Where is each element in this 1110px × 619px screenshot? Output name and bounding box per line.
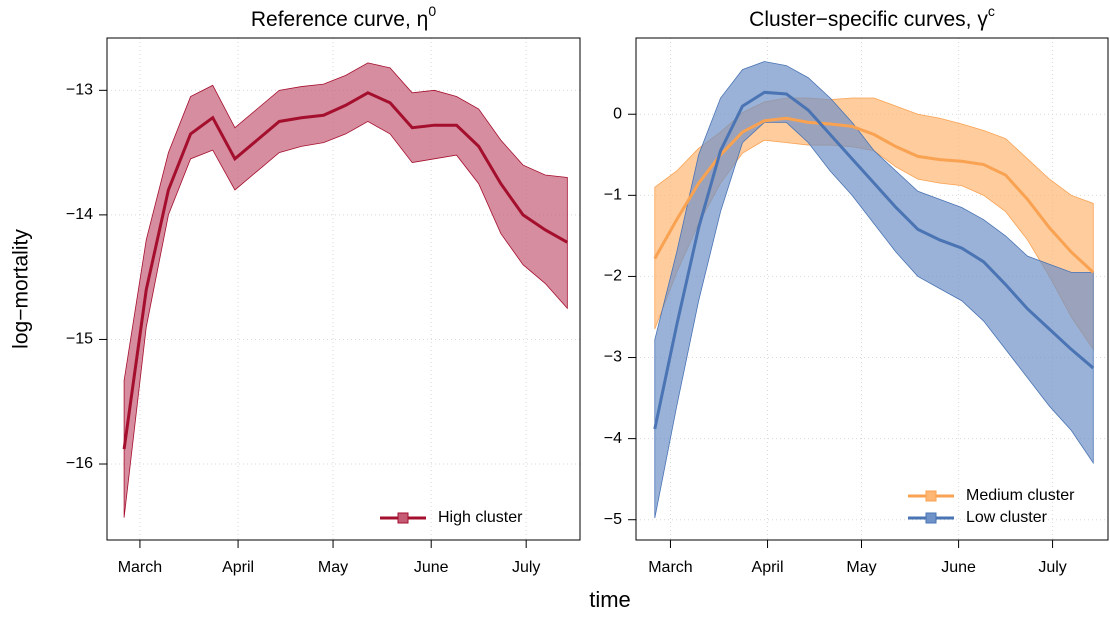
x-tick-label: July bbox=[512, 559, 540, 576]
legend-marker bbox=[925, 512, 937, 524]
y-tick-label: −15 bbox=[66, 331, 93, 348]
y-tick-label: −4 bbox=[604, 430, 622, 447]
x-tick-label: April bbox=[752, 559, 784, 576]
plot-frame bbox=[635, 37, 1109, 541]
legend-label: Low cluster bbox=[966, 509, 1048, 526]
x-tick-label: June bbox=[941, 559, 976, 576]
x-axis-label: time bbox=[589, 587, 631, 612]
y-tick-label: −1 bbox=[604, 187, 622, 204]
x-tick-label: April bbox=[222, 559, 254, 576]
y-tick-label: −14 bbox=[66, 206, 93, 223]
y-tick-label: −2 bbox=[604, 268, 622, 285]
legend-marker bbox=[925, 490, 937, 502]
x-tick-label: May bbox=[318, 559, 348, 576]
x-tick-label: June bbox=[414, 559, 449, 576]
legend-label: High cluster bbox=[438, 509, 523, 526]
x-tick-label: May bbox=[846, 559, 876, 576]
y-tick-label: −13 bbox=[66, 82, 93, 99]
y-tick-label: −5 bbox=[604, 511, 622, 528]
x-tick-label: March bbox=[648, 559, 692, 576]
chart-title: Cluster−specific curves, γc bbox=[749, 3, 995, 31]
legend-marker bbox=[397, 512, 409, 524]
chart-title: Reference curve, η0 bbox=[251, 3, 436, 31]
series-line bbox=[122, 91, 569, 450]
plot-frame bbox=[106, 37, 581, 541]
series-line bbox=[653, 90, 1095, 430]
title-superscript: 0 bbox=[428, 3, 436, 19]
y-tick-label: 0 bbox=[613, 105, 622, 122]
x-tick-label: July bbox=[1038, 559, 1066, 576]
series-line bbox=[653, 116, 1095, 274]
legend-label: Medium cluster bbox=[966, 487, 1075, 504]
confidence-band bbox=[123, 62, 568, 518]
title-text: Cluster−specific curves, γ bbox=[749, 8, 988, 31]
y-tick-label: −16 bbox=[66, 455, 93, 472]
y-tick-label: −3 bbox=[604, 349, 622, 366]
title-superscript: c bbox=[988, 3, 995, 19]
title-text: Reference curve, η bbox=[251, 8, 428, 31]
x-tick-label: March bbox=[118, 559, 162, 576]
y-axis-label: log−mortality bbox=[10, 229, 33, 349]
